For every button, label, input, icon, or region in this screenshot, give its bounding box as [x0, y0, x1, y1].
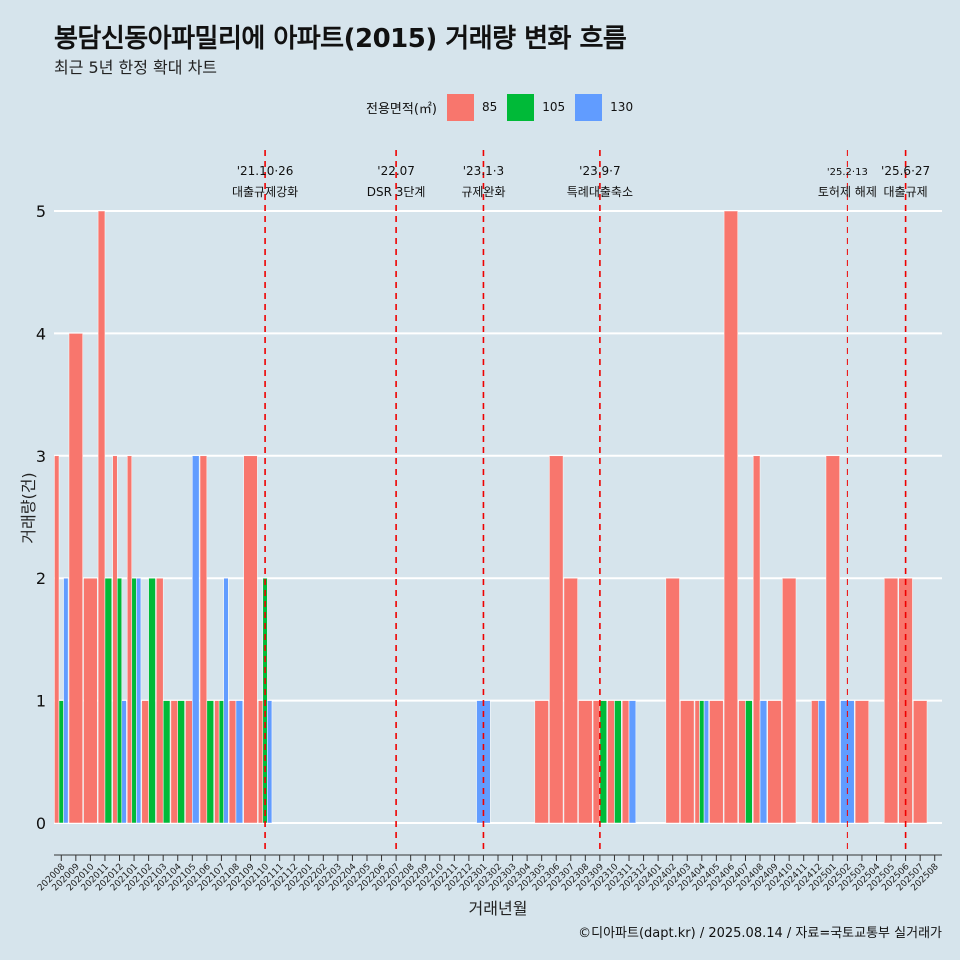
bar-202012-130: [121, 700, 127, 824]
bar-202110-85: [257, 700, 264, 824]
event-label: 대출규제: [884, 185, 928, 199]
y-tick-label: 2: [36, 569, 46, 588]
bar-202305-85: [534, 700, 549, 824]
legend-label-105: 105: [542, 100, 566, 114]
bar-202105-130: [192, 455, 200, 824]
y-tick-label: 1: [36, 692, 46, 711]
legend-swatch-130: [575, 93, 603, 121]
bar-202407-85: [738, 700, 746, 824]
bar-202012-105: [116, 577, 123, 824]
chart-subtitle: 최근 5년 한정 확대 차트: [54, 58, 218, 77]
event-date: '22.07: [377, 164, 415, 178]
bar-202406-85: [723, 210, 739, 824]
bar-202407-105: [745, 700, 753, 824]
bar-202107-85: [214, 700, 220, 824]
legend-item-85: 85: [446, 93, 498, 121]
legend-title: 전용면적(㎡): [366, 101, 437, 117]
bar-202106-85: [199, 455, 208, 824]
bar-202405-85: [709, 700, 724, 824]
bar-202306-85: [549, 455, 564, 824]
bar-202008-85: [54, 455, 60, 824]
bar-202408-85: [752, 455, 761, 824]
bar-202310-105: [614, 700, 622, 824]
bar-202102-105: [148, 577, 156, 824]
legend-item-130: 130: [575, 93, 634, 121]
bar-202012-85: [112, 455, 118, 824]
bar-202011-85: [97, 210, 106, 824]
legend-label-85: 85: [481, 100, 498, 114]
bar-202404-130: [703, 700, 709, 824]
bar-202402-85: [665, 577, 680, 824]
event-date: '25.6·27: [881, 164, 930, 178]
bar-202404-105: [699, 700, 705, 824]
bar-202105-85: [185, 700, 193, 824]
bar-202308-85: [578, 700, 593, 824]
bar-202008-130: [63, 577, 69, 824]
bar-202106-105: [206, 700, 214, 824]
bar-202109-85: [243, 455, 258, 824]
event-date: '23.1·3: [463, 164, 504, 178]
bar-202011-105: [104, 577, 113, 824]
bar-202008-105: [58, 700, 64, 824]
bar-202103-85: [156, 577, 164, 824]
y-tick-label: 0: [36, 814, 46, 833]
event-date: '21.10·26: [237, 164, 294, 178]
event-label: 규제완화: [461, 185, 505, 199]
bar-202108-85: [228, 700, 237, 824]
event-label: 특례대출축소: [567, 185, 633, 199]
bar-202403-85: [680, 700, 695, 824]
bar-202309-105: [599, 700, 607, 824]
bar-202410-85: [782, 577, 797, 824]
bar-202101-130: [136, 577, 142, 824]
event-date: '23.9·7: [579, 164, 620, 178]
bar-202104-85: [170, 700, 178, 824]
bar-202307-85: [563, 577, 578, 824]
legend-label-130: 130: [610, 100, 634, 114]
bar-202311-130: [628, 700, 637, 824]
bar-202501-85: [825, 455, 840, 824]
bar-202009-85: [68, 333, 83, 824]
chart-title: 봉담신동아파밀리에 아파트(2015) 거래량 변화 흐름: [54, 24, 627, 54]
bar-202408-130: [759, 700, 768, 824]
bar-202010-85: [83, 577, 98, 824]
y-tick-label: 3: [36, 447, 46, 466]
y-axis-title: 거래량(건): [19, 472, 38, 543]
bar-202409-85: [767, 700, 782, 824]
bar-202505-85: [883, 577, 899, 824]
source-caption: ©디아파트(dapt.kr) / 2025.08.14 / 자료=국토교통부 실…: [578, 926, 942, 941]
bar-202404-85: [694, 700, 700, 824]
y-tick-label: 5: [36, 202, 46, 221]
bar-202412-130: [818, 700, 826, 824]
bar-202503-85: [854, 700, 870, 824]
bar-202102-85: [141, 700, 149, 824]
bar-202412-85: [811, 700, 819, 824]
legend-item-105: 105: [507, 93, 566, 121]
bar-202311-85: [621, 700, 630, 824]
bar-202108-130: [235, 700, 244, 824]
bar-202104-105: [177, 700, 185, 824]
bar-202110-130: [267, 700, 273, 824]
bar-202309-85: [592, 700, 601, 824]
bar-202103-105: [162, 700, 171, 824]
event-label: DSR 3단계: [367, 185, 426, 199]
bar-202107-105: [218, 700, 224, 824]
event-label: 토허제 해제: [818, 185, 877, 199]
y-tick-label: 4: [36, 324, 46, 343]
x-axis-title: 거래년월: [469, 899, 528, 918]
bar-202101-105: [131, 577, 137, 824]
bar-202310-85: [607, 700, 615, 824]
legend: 전용면적(㎡) 85 105 130: [366, 93, 643, 121]
bar-202107-130: [223, 577, 229, 824]
event-label: 대출규제강화: [232, 185, 298, 199]
bar-202507-85: [913, 700, 928, 824]
legend-swatch-85: [446, 93, 474, 121]
bar-202101-85: [126, 455, 133, 824]
legend-swatch-105: [507, 93, 535, 121]
event-date: '25.2·13: [827, 167, 868, 178]
